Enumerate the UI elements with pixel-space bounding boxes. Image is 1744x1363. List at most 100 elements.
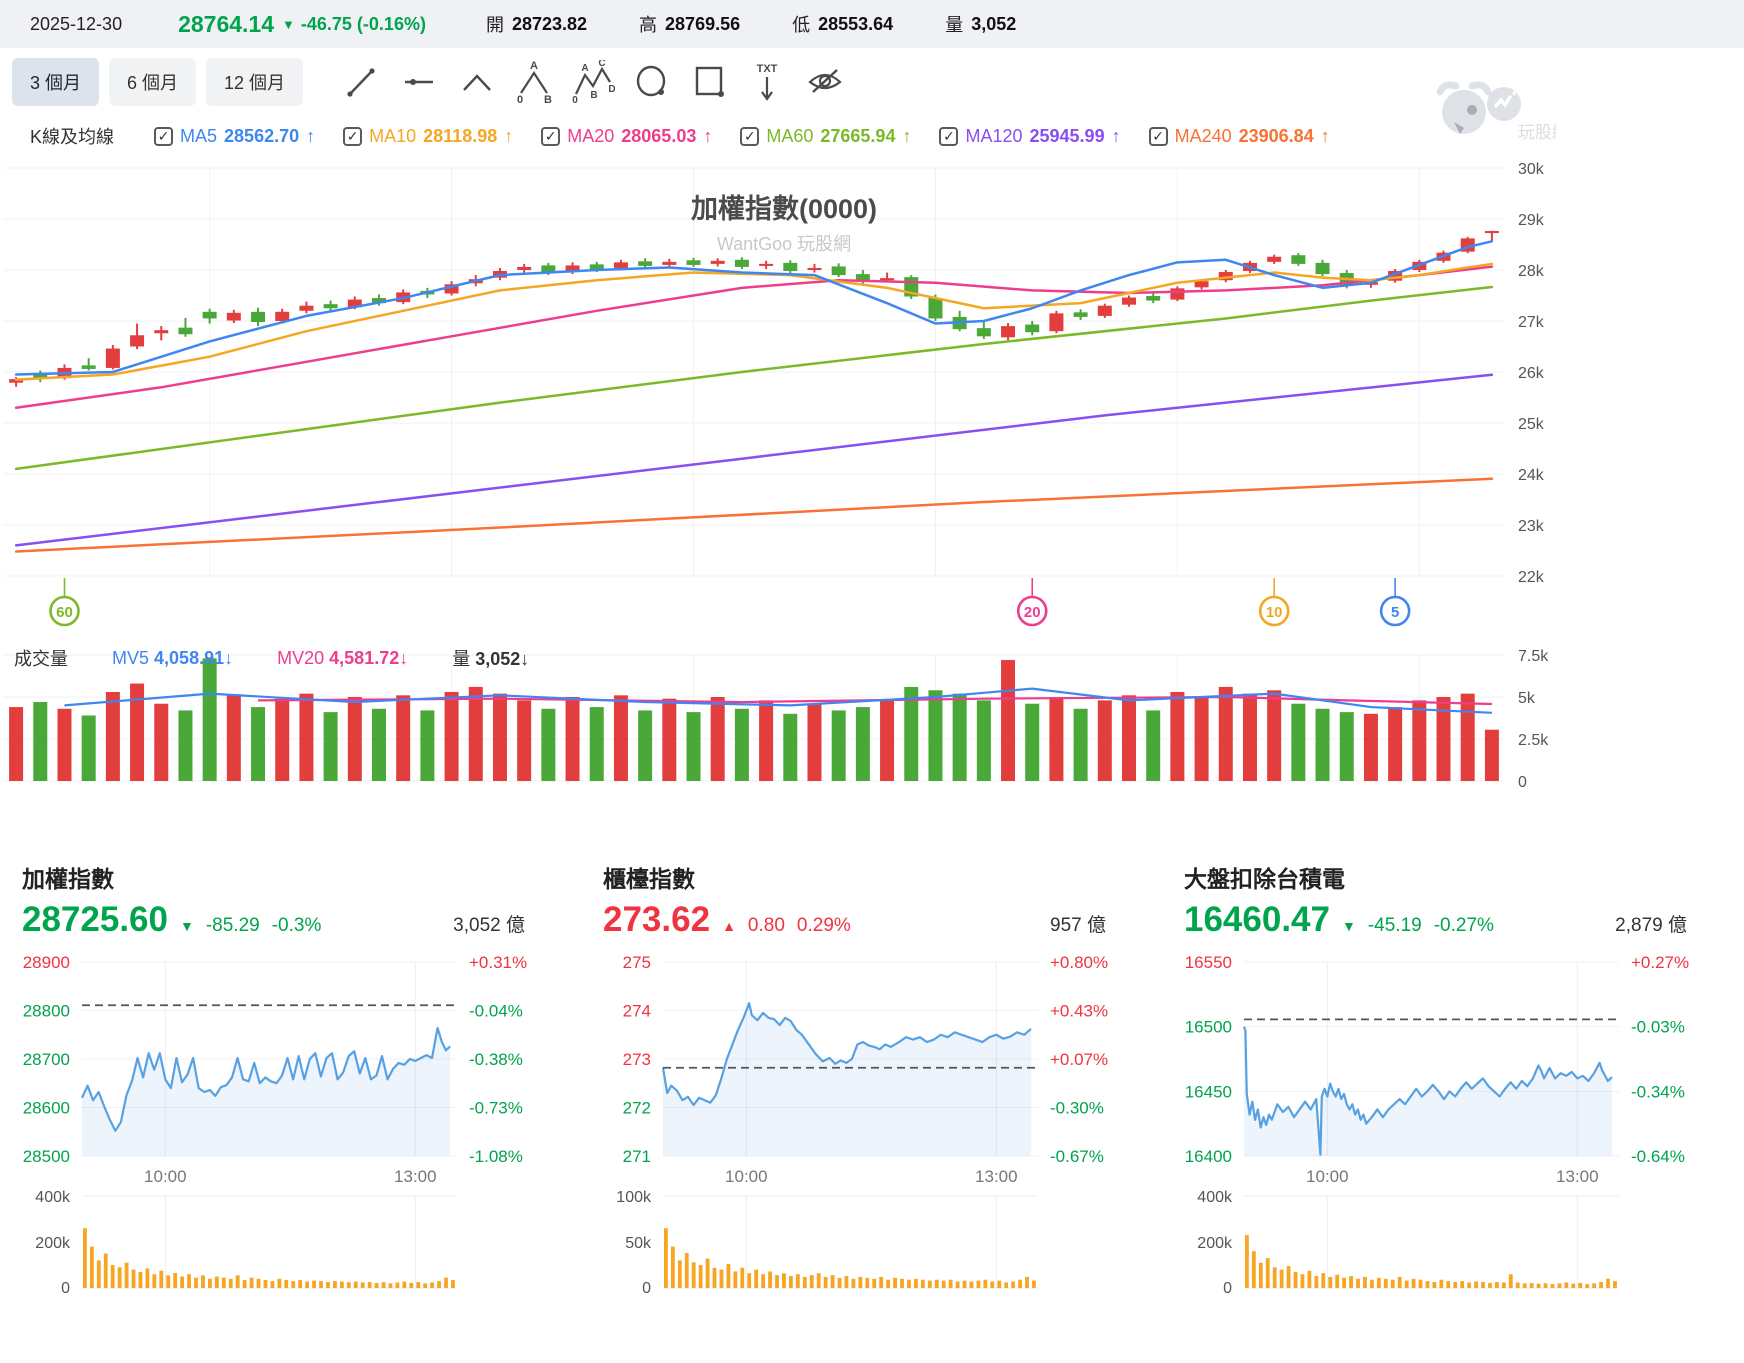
- svg-text:28600: 28600: [23, 1099, 70, 1118]
- svg-text:23k: 23k: [1518, 518, 1545, 535]
- ma-name: MA20: [567, 125, 615, 146]
- panel-price-row: 273.62 ▲ 0.80 0.29% 957 億: [593, 894, 1150, 944]
- svg-text:A: A: [581, 63, 588, 74]
- panel-change-pct: 0.29%: [796, 915, 851, 936]
- mv5-legend: MV5 4,058.91↓: [112, 647, 234, 668]
- ma-checkbox[interactable]: ✓: [541, 126, 561, 146]
- panel-price-row: 28725.60 ▼ -85.29 -0.3% 3,052 億: [12, 894, 569, 944]
- intraday-chart-otc[interactable]: 275 +0.80% 274 +0.43% 273 +0.07% 272 -0.30% 271 -…: [593, 944, 1150, 1297]
- ma-checkbox[interactable]: ✓: [939, 126, 959, 146]
- wantgoo-logo-watermark: 玩股網: [1426, 80, 1569, 151]
- svg-text:5k: 5k: [1518, 690, 1536, 707]
- svg-text:0: 0: [1223, 1280, 1232, 1296]
- svg-text:2.5k: 2.5k: [1518, 732, 1549, 749]
- ma-legend: K線及均線 ✓ MA5 28562.70 ↑ ✓ MA10 28118.98 ↑ ✓ MA20 28…: [0, 114, 1744, 154]
- svg-text:16550: 16550: [1185, 953, 1232, 972]
- panel-otc: 櫃檯指數 273.62 ▲ 0.80 0.29% 957 億 275 +0.80%…: [593, 860, 1150, 1301]
- panel-taiex: 加權指數 28725.60 ▼ -85.29 -0.3% 3,052 億 289…: [12, 860, 569, 1301]
- angle-line-icon[interactable]: [455, 59, 499, 105]
- high-quote: 高 28769.56: [639, 13, 741, 36]
- svg-text:13:00: 13:00: [394, 1167, 437, 1186]
- range-button-3m[interactable]: 3 個月: [12, 58, 100, 106]
- hide-drawings-icon[interactable]: [803, 59, 847, 105]
- range-button-6m[interactable]: 6 個月: [109, 58, 197, 106]
- down-triangle-icon: ▼: [282, 16, 295, 32]
- svg-text:275: 275: [623, 953, 651, 972]
- panel-title: 加權指數: [22, 866, 114, 892]
- ma-value: 25945.99: [1029, 125, 1105, 146]
- intraday-panels: 加權指數 28725.60 ▼ -85.29 -0.3% 3,052 億 289…: [0, 860, 1744, 1301]
- quote-date: 2025-12-30: [30, 13, 123, 34]
- main-chart-section: K線及均線 ✓ MA5 28562.70 ↑ ✓ MA10 28118.98 ↑ ✓ MA20 28…: [0, 81, 1744, 635]
- panel-price: 273.62: [603, 900, 711, 939]
- ma-checkbox[interactable]: ✓: [740, 126, 760, 146]
- svg-text:+0.43%: +0.43%: [1050, 1002, 1108, 1021]
- svg-text:13:00: 13:00: [975, 1167, 1018, 1186]
- panel-title: 櫃檯指數: [603, 866, 695, 892]
- ma-legend-item: ✓ MA60 27665.94 ↑: [740, 126, 911, 147]
- ma-checkbox[interactable]: ✓: [1148, 126, 1168, 146]
- ma-name: MA10: [369, 125, 417, 146]
- svg-text:-0.73%: -0.73%: [469, 1099, 523, 1118]
- svg-text:-0.67%: -0.67%: [1050, 1147, 1104, 1166]
- svg-text:B: B: [544, 94, 552, 104]
- horizontal-line-icon[interactable]: [397, 59, 441, 105]
- volume-legend-title: 成交量: [14, 649, 68, 669]
- svg-text:29k: 29k: [1518, 212, 1545, 229]
- rectangle-icon[interactable]: [687, 59, 731, 105]
- ma-value: 27665.94: [820, 125, 896, 146]
- up-arrow-icon: ↑: [1320, 125, 1330, 146]
- panel-ex-tsmc: 大盤扣除台積電 16460.47 ▼ -45.19 -0.27% 2,879 億…: [1174, 860, 1731, 1301]
- svg-text:0: 0: [1518, 774, 1527, 791]
- volume-value-legend: 量 3,052↓: [452, 649, 530, 669]
- svg-text:26k: 26k: [1518, 365, 1545, 382]
- svg-text:272: 272: [623, 1099, 651, 1118]
- panel-price-row: 16460.47 ▼ -45.19 -0.27% 2,879 億: [1174, 894, 1731, 944]
- range-button-12m[interactable]: 12 個月: [206, 58, 304, 106]
- svg-text:50k: 50k: [625, 1235, 652, 1252]
- panel-change: -85.29: [205, 915, 260, 936]
- ma-name: MA5: [180, 125, 218, 146]
- intraday-chart-ex-tsmc[interactable]: 16550 +0.27% 16500 -0.03% 16450 -0.34% 16400 -0…: [1174, 944, 1731, 1297]
- svg-text:100k: 100k: [616, 1189, 652, 1206]
- svg-text:-0.04%: -0.04%: [469, 1002, 523, 1021]
- svg-text:16400: 16400: [1185, 1147, 1232, 1166]
- last-price: 28764.14: [178, 10, 275, 37]
- svg-text:28500: 28500: [23, 1147, 70, 1166]
- up-arrow-icon: ↑: [306, 125, 316, 146]
- svg-text:0: 0: [642, 1280, 651, 1296]
- panel-change-pct: -0.27%: [1433, 915, 1494, 936]
- ellipse-icon[interactable]: [629, 59, 673, 105]
- svg-text:400k: 400k: [35, 1189, 71, 1206]
- candlestick-chart[interactable]: 30k 29k 28k 27k 26k 25k 24k 23k 22k 加權指數(0000) Wan…: [0, 154, 1744, 630]
- svg-text:B: B: [590, 90, 597, 101]
- abc-pattern-icon[interactable]: A 0 B: [513, 59, 557, 105]
- svg-text:0: 0: [517, 94, 523, 104]
- panel-turnover: 957 億: [1050, 915, 1106, 936]
- ma-checkbox[interactable]: ✓: [343, 126, 363, 146]
- volume-chart[interactable]: 7.5k 5k 2.5k 0: [0, 643, 1744, 797]
- trend-line-icon[interactable]: [339, 59, 383, 105]
- ma-checkbox[interactable]: ✓: [154, 126, 174, 146]
- ma-value: 23906.84: [1238, 125, 1314, 146]
- panel-turnover: 3,052 億: [453, 915, 525, 936]
- svg-text:10:00: 10:00: [144, 1167, 187, 1186]
- ma-value: 28562.70: [224, 125, 300, 146]
- svg-text:0: 0: [61, 1280, 70, 1296]
- panel-change: 0.80: [747, 915, 785, 936]
- svg-text:200k: 200k: [35, 1235, 71, 1252]
- svg-text:-0.38%: -0.38%: [469, 1050, 523, 1069]
- svg-text:28900: 28900: [23, 953, 70, 972]
- mv20-legend: MV20 4,581.72↓: [277, 647, 409, 668]
- intraday-chart-taiex[interactable]: 28900 +0.31% 28800 -0.04% 28700 -0.38% 28600 -0…: [12, 944, 569, 1297]
- svg-text:274: 274: [623, 1002, 651, 1021]
- svg-text:-0.30%: -0.30%: [1050, 1099, 1104, 1118]
- ma-legend-item: ✓ MA120 25945.99 ↑: [939, 125, 1121, 147]
- svg-text:16500: 16500: [1185, 1018, 1232, 1037]
- svg-text:10:00: 10:00: [725, 1167, 768, 1186]
- text-annotation-icon[interactable]: TXT: [745, 59, 789, 105]
- ma-name: MA120: [965, 125, 1023, 146]
